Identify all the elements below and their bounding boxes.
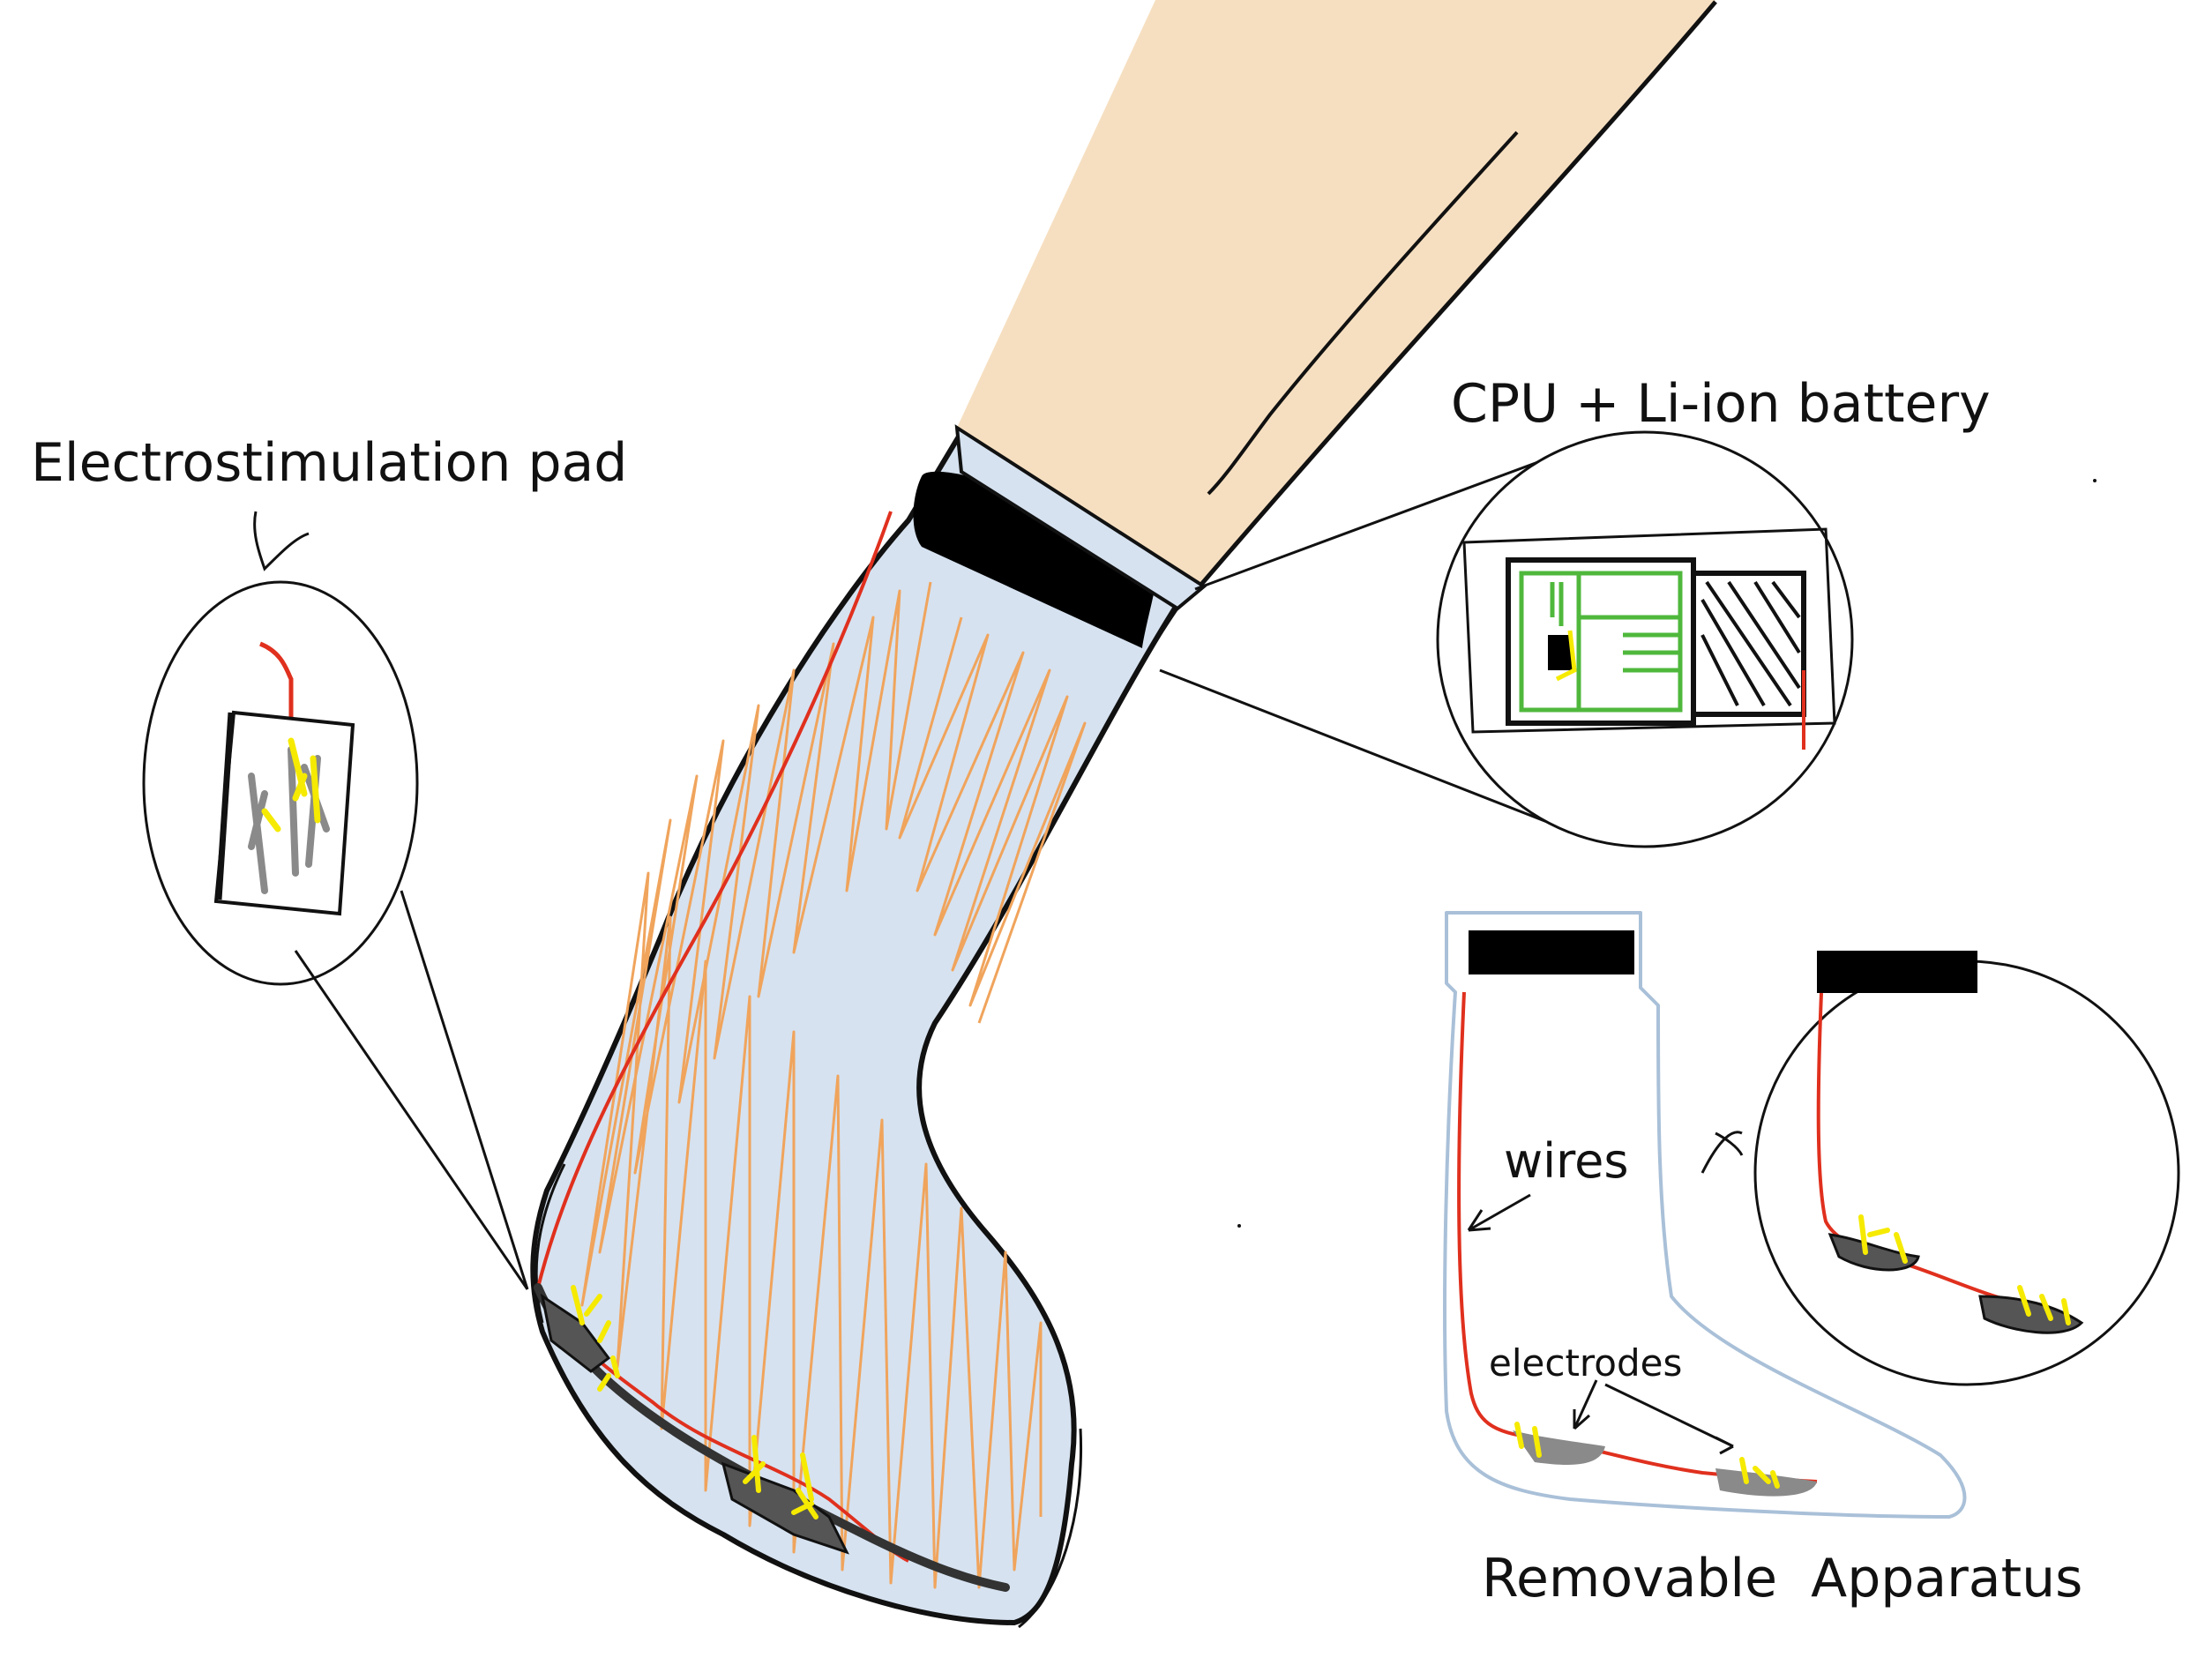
- pad-detail: [213, 641, 355, 916]
- apparatus-zoom-detail: [1816, 951, 2084, 1334]
- pad-pointer-arrow: [253, 511, 310, 571]
- apparatus-band: [1469, 930, 1634, 974]
- sock-electrode-sole: [721, 1435, 849, 1555]
- apparatus-wire: [1457, 991, 1818, 1483]
- label-electrostimulation-pad: Electrostimulation pad: [31, 432, 628, 494]
- sock-scribble: [580, 581, 1043, 1589]
- cpu-leader-lines: [1159, 444, 1588, 840]
- sock-top-cuff: [954, 424, 1207, 611]
- pad-leader-lines: [294, 890, 529, 1290]
- label-wires: wires: [1504, 1133, 1629, 1189]
- apparatus-electrode-2: [1715, 1457, 1817, 1497]
- sock-scribble-top: [898, 616, 1087, 1024]
- label-electrodes: electrodes: [1489, 1341, 1683, 1385]
- leg: [957, 0, 1715, 586]
- apparatus-magnifier-arrow: [1700, 1131, 1744, 1174]
- leg-back-outline: [1207, 131, 1519, 496]
- label-removable-apparatus: Removable Apparatus: [1482, 1548, 2083, 1609]
- wires-pointer: [1467, 1193, 1531, 1232]
- label-cpu-battery: CPU + Li-ion battery: [1451, 373, 1991, 435]
- stray-dot: [2093, 479, 2097, 482]
- cpu-detail: [1462, 527, 1836, 750]
- sock-electrode-heel: [540, 1285, 620, 1392]
- apparatus-electrode-1: [1513, 1422, 1605, 1465]
- sock-outline-doubled: [534, 608, 1179, 1629]
- electrodes-pointers: [1573, 1379, 1734, 1455]
- leg-front-outline: [1198, 0, 1717, 588]
- apparatus-sock-outline: [1443, 911, 1967, 1519]
- sock-top-band: [913, 471, 1158, 648]
- stray-dot: [1237, 1224, 1241, 1228]
